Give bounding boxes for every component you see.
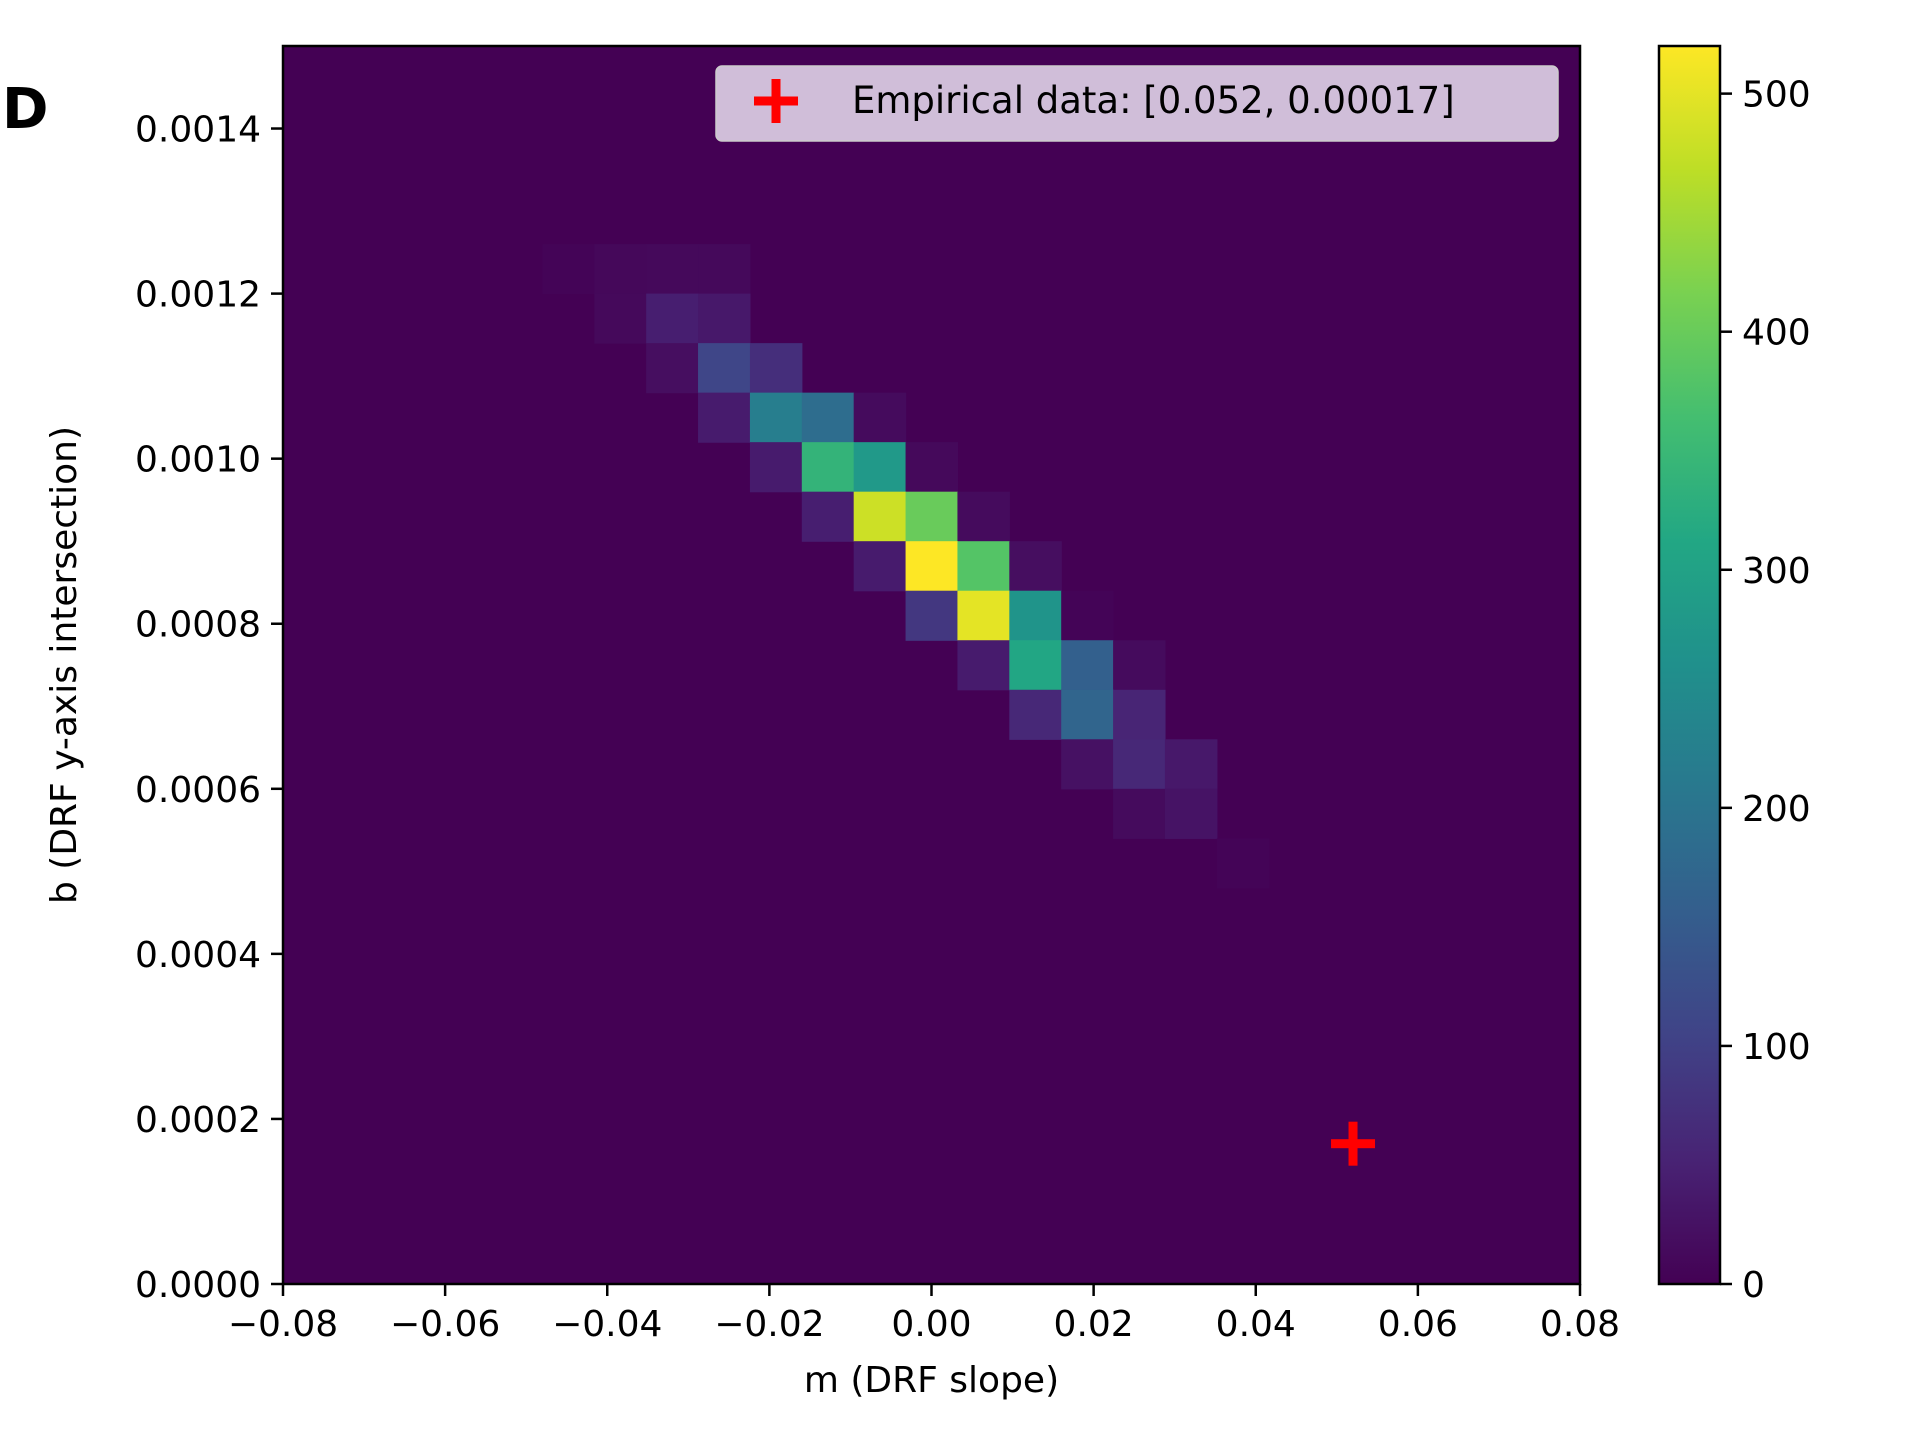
heatmap-cell <box>1061 739 1114 790</box>
heatmap-cells <box>283 46 1580 1284</box>
x-tick-label: −0.02 <box>714 1304 824 1345</box>
y-tick-label: 0.0006 <box>135 770 261 811</box>
heatmap-cell <box>1009 689 1062 740</box>
legend-box <box>715 65 1559 142</box>
y-tick-label: 0.0014 <box>135 110 261 151</box>
heatmap-cell <box>905 590 959 641</box>
y-tick-label: 0.0000 <box>135 1265 261 1306</box>
heatmap-cell <box>801 392 855 443</box>
x-axis-label: m (DRF slope) <box>804 1360 1059 1401</box>
heatmap-cell <box>1164 788 1218 839</box>
y-axis-label: b (DRF y-axis intersection) <box>44 426 85 904</box>
colorbar-tick-label: 300 <box>1742 551 1811 592</box>
heatmap-cell <box>698 244 751 295</box>
heatmap-cell <box>1113 788 1166 839</box>
colorbar-tick-label: 400 <box>1742 313 1811 354</box>
heatmap-cell <box>1216 838 1270 889</box>
heatmap-cell <box>905 442 959 493</box>
y-tick-label: 0.0002 <box>135 1100 261 1141</box>
heatmap-cell <box>1061 640 1114 691</box>
colorbar-tick-label: 0 <box>1742 1265 1765 1306</box>
heatmap-cell <box>1009 541 1062 592</box>
heatmap-cell <box>1009 640 1062 691</box>
heatmap-cell <box>1164 739 1218 790</box>
heatmap-cell <box>957 491 1010 542</box>
colorbar-tick-label: 100 <box>1742 1027 1811 1068</box>
heatmap-cell <box>698 293 751 344</box>
x-tick-label: 0.04 <box>1216 1304 1296 1345</box>
heatmap-cell <box>698 392 751 443</box>
x-tick-label: −0.06 <box>390 1304 500 1345</box>
x-tick-label: −0.08 <box>228 1304 338 1345</box>
heatmap-cell <box>957 590 1010 641</box>
y-tick-label: 0.0004 <box>135 935 261 976</box>
x-tick-label: 0.08 <box>1540 1304 1620 1345</box>
heatmap-cell <box>594 293 647 344</box>
x-tick-label: 0.00 <box>891 1304 971 1345</box>
heatmap-cell <box>1061 590 1114 641</box>
colorbar-tick-label: 500 <box>1742 75 1811 116</box>
heatmap-cell <box>749 442 803 493</box>
heatmap-cell <box>905 541 959 592</box>
x-axis: −0.08 −0.06 −0.04 −0.02 0.00 0.02 0.04 0.06 0.08 <box>228 1284 1620 1345</box>
heatmap-cell <box>646 293 699 344</box>
heatmap-cell <box>749 392 803 443</box>
colorbar-gradient <box>1657 44 1722 1286</box>
heatmap-cell <box>1061 689 1114 740</box>
heatmap-cell <box>801 491 855 542</box>
heatmap-cell <box>853 541 907 592</box>
y-tick-label: 0.0010 <box>135 440 261 481</box>
heatmap-cell <box>905 491 959 542</box>
heatmap-background <box>283 46 1580 1284</box>
heatmap-cell <box>698 343 751 394</box>
heatmap-cell <box>646 244 699 295</box>
legend-plus-marker <box>754 79 798 123</box>
heatmap-cell <box>957 640 1010 691</box>
heatmap-cell <box>1113 640 1166 691</box>
panel-label: D <box>2 77 48 142</box>
y-tick-label: 0.0012 <box>135 275 261 316</box>
heatmap-cell <box>1009 590 1062 641</box>
heatmap-cell <box>749 343 803 394</box>
heatmap-cell <box>542 244 595 295</box>
heatmap-cell <box>1113 689 1166 740</box>
y-axis: 0.0000 0.0002 0.0004 0.0006 0.0008 0.0010 0.00… <box>135 110 283 1306</box>
heatmap-cell <box>646 343 699 394</box>
heatmap-cell <box>853 442 907 493</box>
legend-entry-label: Empirical data: [0.052, 0.00017] <box>852 79 1455 122</box>
heatmap-cell <box>1113 739 1166 790</box>
colorbar: 0 100 200 300 400 500 <box>1657 44 1811 1306</box>
legend: Empirical data: [0.052, 0.00017] <box>715 65 1559 142</box>
x-tick-label: −0.04 <box>552 1304 662 1345</box>
heatmap-cell <box>853 491 907 542</box>
heatmap-cell <box>801 442 855 493</box>
y-tick-label: 0.0008 <box>135 605 261 646</box>
heatmap-cell <box>957 541 1010 592</box>
heatmap-cell <box>853 392 907 443</box>
x-tick-label: 0.02 <box>1054 1304 1134 1345</box>
colorbar-tick-label: 200 <box>1742 789 1811 830</box>
empirical-data-marker <box>1331 1121 1376 1166</box>
x-tick-label: 0.06 <box>1378 1304 1458 1345</box>
heatmap-cell <box>594 244 647 295</box>
